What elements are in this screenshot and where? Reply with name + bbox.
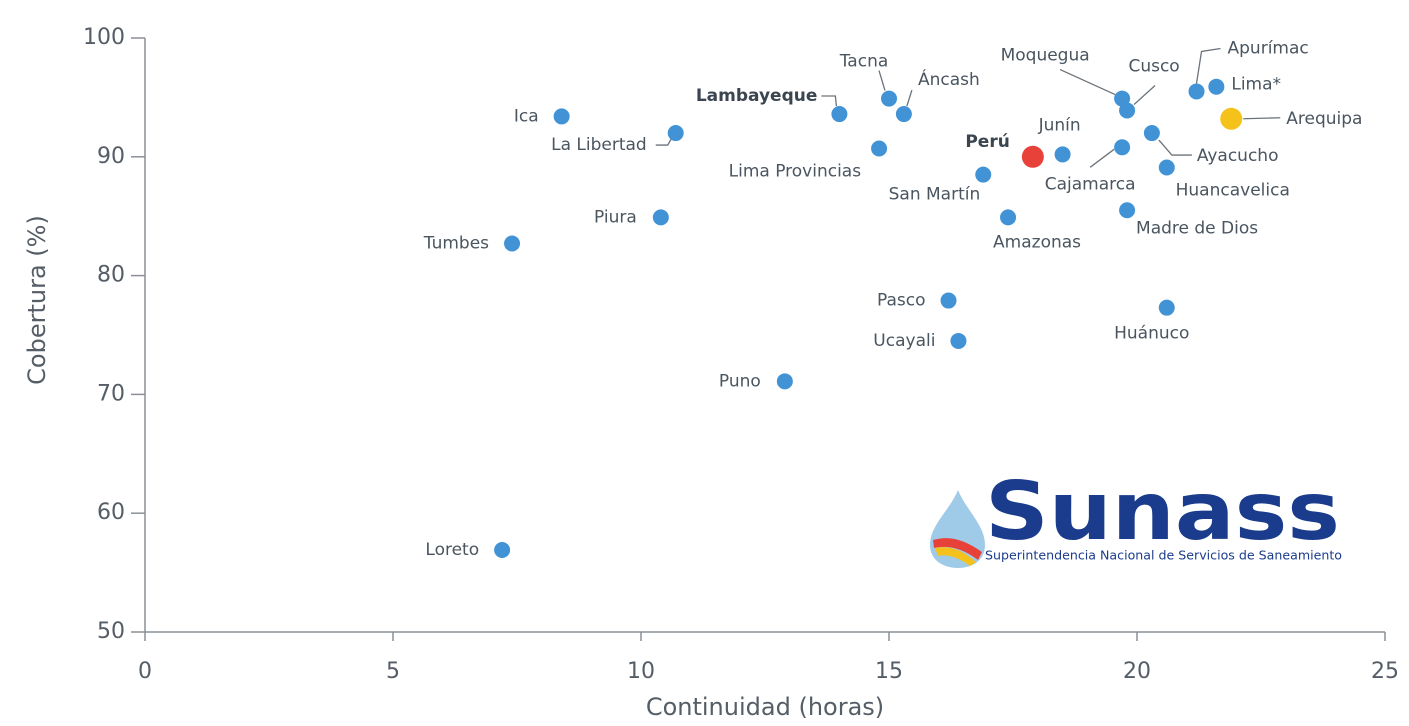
point (871, 140, 888, 157)
point (776, 373, 793, 390)
point (1188, 83, 1205, 100)
leader-line (655, 137, 673, 146)
x-tick-label: 15 (875, 659, 903, 684)
point-label: Ayacucho (1197, 146, 1279, 166)
y-tick-label: 80 (97, 263, 125, 288)
point (652, 209, 669, 226)
point-label: Áncash (918, 68, 980, 90)
point (1158, 159, 1175, 176)
point-label: Ica (514, 106, 539, 126)
point (1158, 299, 1175, 316)
point (1119, 202, 1136, 219)
point (667, 125, 684, 142)
logo-stripe (933, 538, 982, 560)
point-label: Huánuco (1114, 324, 1189, 344)
point-label: Piura (594, 207, 637, 227)
point (494, 542, 511, 559)
y-tick-label: 50 (97, 619, 125, 644)
y-tick-label: 90 (97, 144, 125, 169)
leader-line (1059, 68, 1116, 96)
point-label: Cusco (1128, 56, 1179, 76)
point (1220, 107, 1243, 130)
leader-line (1195, 47, 1221, 84)
point-label: Tacna (839, 52, 889, 72)
leader-line (878, 70, 886, 91)
point-label: Amazonas (993, 232, 1081, 252)
point-label: Cajamarca (1045, 174, 1136, 194)
logo-tagline: Superintendencia Nacional de Servicios d… (985, 549, 1342, 563)
point (553, 108, 570, 125)
point (950, 332, 967, 349)
x-tick-label: 10 (627, 659, 655, 684)
leader-line (821, 95, 838, 107)
point-label: Junín (1038, 115, 1081, 135)
point (1000, 209, 1017, 226)
point (1143, 125, 1160, 142)
y-tick-label: 100 (83, 25, 125, 50)
logo-stripe (935, 547, 976, 566)
point-label: Huancavelica (1176, 180, 1290, 200)
y-tick-label: 60 (97, 500, 125, 525)
point-label: Apurímac (1228, 38, 1309, 58)
leader-line (1158, 139, 1192, 156)
point-label: Arequipa (1286, 109, 1362, 129)
point-label: Ucayali (873, 331, 935, 351)
point-label: Lima Provincias (729, 161, 862, 181)
point-label: Perú (965, 132, 1009, 152)
leader-line (1089, 148, 1115, 168)
point (831, 106, 848, 123)
logo-name: Sunass (985, 465, 1340, 558)
x-tick-label: 0 (138, 659, 152, 684)
point-label: Moquegua (1001, 46, 1090, 66)
point (1054, 146, 1071, 163)
point-label: Lima* (1231, 75, 1281, 95)
point-label: Pasco (877, 291, 926, 311)
leader-line (906, 89, 913, 107)
y-tick-label: 70 (97, 381, 125, 406)
leader-line (1243, 117, 1281, 120)
x-tick-label: 20 (1123, 659, 1151, 684)
point (940, 292, 957, 309)
point (1021, 145, 1044, 168)
point (504, 235, 521, 252)
point (975, 166, 992, 183)
leader-line (1133, 84, 1156, 105)
point-label: Loreto (425, 540, 479, 560)
point-label: Lambayeque (696, 86, 818, 106)
point-label: San Martín (889, 185, 981, 205)
point-label: La Libertad (551, 135, 647, 155)
point-label: Tumbes (423, 234, 489, 254)
logo: Sunass Superintendencia Nacional de Serv… (930, 465, 1342, 568)
point (1119, 102, 1136, 119)
point (1114, 139, 1131, 156)
x-axis-label: Continuidad (horas) (646, 693, 884, 721)
y-axis-label: Cobertura (%) (23, 215, 51, 385)
point (895, 106, 912, 123)
point (1208, 78, 1225, 95)
x-tick-label: 5 (386, 659, 400, 684)
point-label: Madre de Dios (1136, 218, 1258, 238)
point (881, 90, 897, 107)
point-label: Puno (719, 371, 761, 391)
x-tick-label: 25 (1371, 659, 1399, 684)
